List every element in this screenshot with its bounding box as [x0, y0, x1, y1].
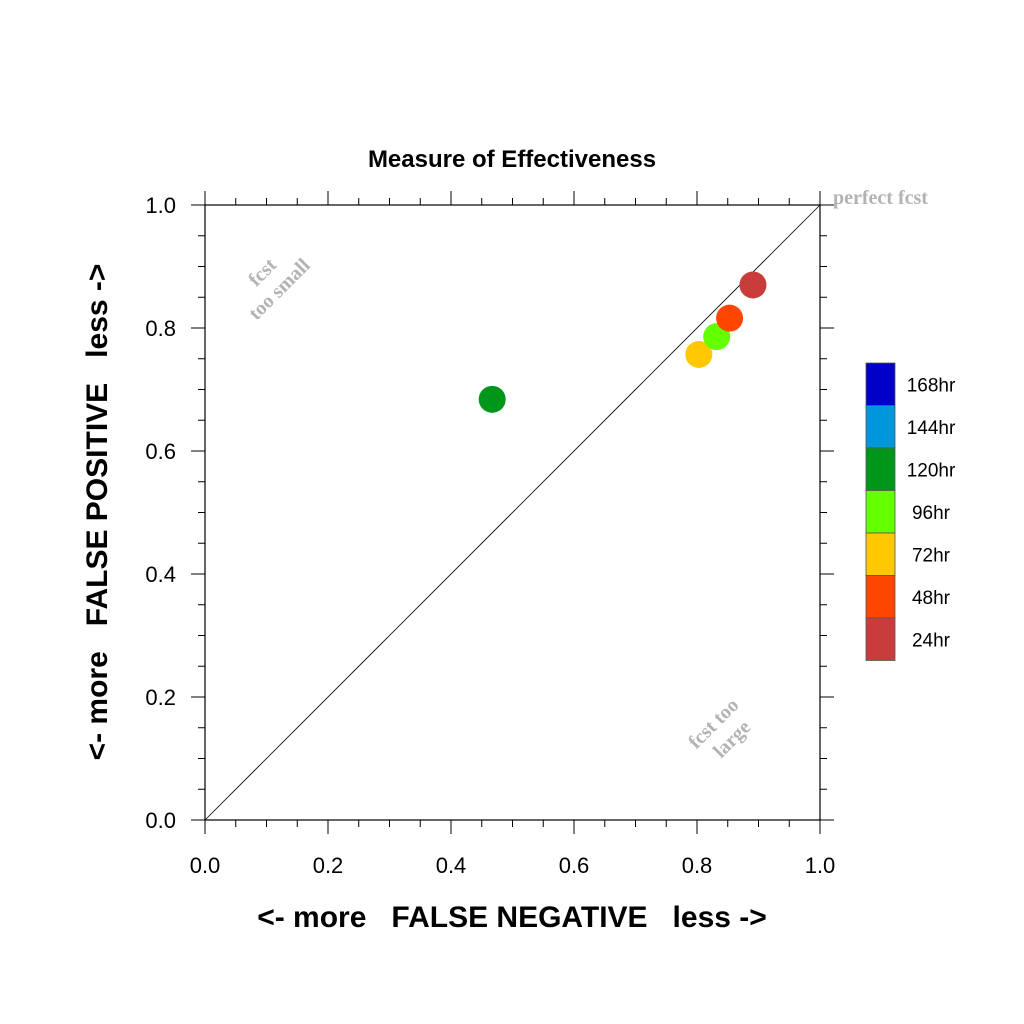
legend-swatch-96hr	[865, 490, 896, 534]
legend-swatch-120hr	[865, 447, 896, 491]
chart-title: Measure of Effectiveness	[368, 146, 656, 173]
y-tick-label: 0.8	[145, 316, 176, 341]
legend-label-120hr: 120hr	[907, 460, 956, 481]
legend-swatch-24hr	[865, 617, 896, 661]
x-tick-label: 0.0	[190, 853, 221, 878]
x-tick-label: 0.8	[682, 853, 713, 878]
legend-label-168hr: 168hr	[907, 375, 956, 396]
legend-swatch-48hr	[865, 575, 896, 619]
legend-swatch-168hr	[865, 362, 896, 406]
x-tick-label: 0.6	[559, 853, 590, 878]
point-24hr	[739, 271, 767, 299]
y-tick-label: 0.2	[145, 685, 176, 710]
legend-swatch-144hr	[865, 405, 896, 449]
x-tick-label: 1.0	[805, 853, 836, 878]
x-tick-label: 0.2	[313, 853, 344, 878]
axis-ticks	[191, 191, 834, 834]
x-tick-label: 0.4	[436, 853, 467, 878]
y-tick-label: 1.0	[145, 193, 176, 218]
point-48hr	[716, 304, 744, 332]
plot-frame	[204, 204, 821, 821]
y-tick-label: 0.4	[145, 562, 176, 587]
x-tick-labels: 0.0 0.2 0.4 0.6 0.8 1.0	[190, 853, 836, 878]
annotation-perfect-fcst: perfect fcst	[833, 187, 928, 209]
diagonal-reference-line	[204, 204, 821, 821]
legend-label-24hr: 24hr	[912, 630, 951, 651]
legend-label-72hr: 72hr	[912, 545, 951, 566]
point-72hr	[685, 340, 713, 368]
point-120hr	[478, 385, 506, 413]
legend-label-48hr: 48hr	[912, 588, 951, 609]
y-tick-label: 0.0	[145, 808, 176, 833]
plot-area	[191, 191, 834, 834]
y-tick-labels: 0.0 0.2 0.4 0.6 0.8 1.0	[145, 193, 176, 833]
x-axis-label: <- more FALSE NEGATIVE less ->	[257, 901, 767, 934]
legend: 168hr 144hr 120hr 96hr 72hr 48hr 24hr	[865, 362, 956, 661]
legend-label-96hr: 96hr	[912, 503, 951, 524]
data-points	[478, 271, 767, 413]
y-tick-label: 0.6	[145, 439, 176, 464]
y-axis-label: <- more FALSE POSITIVE less ->	[81, 264, 114, 761]
legend-label-144hr: 144hr	[907, 418, 956, 439]
legend-swatch-72hr	[865, 532, 896, 576]
